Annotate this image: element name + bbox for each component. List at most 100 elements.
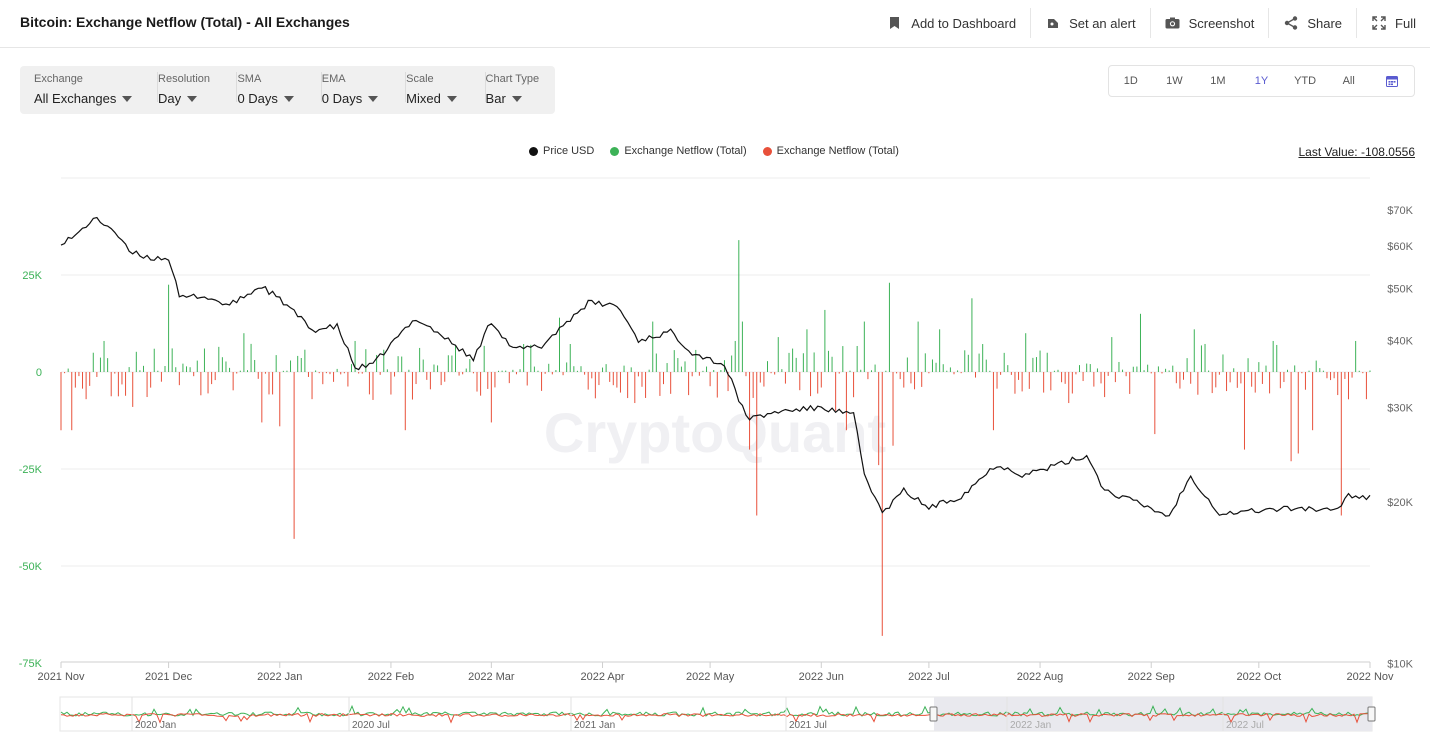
navigator-series-red <box>60 712 1370 724</box>
chevron-down-icon <box>283 95 294 102</box>
chart-controls: Exchange All Exchanges Resolution Day SM… <box>20 66 555 114</box>
navigator-label: 2021 Jan <box>574 720 615 731</box>
right-axis: $70K $60K $50K $40K $30K $20K $10K <box>1387 205 1413 670</box>
x-axis-tick: 2022 May <box>686 671 735 683</box>
right-axis-tick: $50K <box>1387 283 1413 295</box>
legend-label: Exchange Netflow (Total) <box>776 145 899 157</box>
left-axis: 25K 0 -25K -50K -75K <box>19 270 43 670</box>
sma-select[interactable]: SMA 0 Days <box>237 66 322 114</box>
chart-legend: Price USD Exchange Netflow (Total) Excha… <box>529 145 915 157</box>
set-alert-button[interactable]: Set an alert <box>1030 8 1150 38</box>
legend-dot <box>762 146 772 156</box>
last-value: Last Value: -108.0556 <box>1298 145 1415 159</box>
right-axis-tick: $40K <box>1387 335 1413 347</box>
full-button[interactable]: Full <box>1356 8 1430 38</box>
resolution-value: Day <box>158 91 182 106</box>
legend-item-netflow-negative[interactable]: Exchange Netflow (Total) <box>762 145 899 157</box>
chevron-down-icon <box>122 95 133 102</box>
x-axis-tick: 2022 Feb <box>368 671 414 683</box>
camera-icon <box>1165 15 1181 31</box>
full-label: Full <box>1395 15 1416 31</box>
legend-item-netflow-positive[interactable]: Exchange Netflow (Total) <box>610 145 747 157</box>
chevron-down-icon <box>368 95 379 102</box>
add-to-dashboard-label: Add to Dashboard <box>911 15 1017 31</box>
navigator-label: 2022 Jul <box>1226 720 1264 731</box>
chevron-down-icon <box>187 95 198 102</box>
price-line <box>60 216 1371 517</box>
range-all-button[interactable]: All <box>1342 75 1355 87</box>
share-label: Share <box>1307 15 1343 31</box>
chart-type-value: Bar <box>485 91 506 106</box>
page-title: Bitcoin: Exchange Netflow (Total) - All … <box>20 14 350 30</box>
ema-label: EMA <box>321 73 346 85</box>
range-selector: 1D 1W 1M 1Y YTD All <box>1108 65 1415 97</box>
legend-dot <box>610 146 620 156</box>
exchange-select[interactable]: Exchange All Exchanges <box>34 66 159 114</box>
legend-label: Exchange Netflow (Total) <box>624 145 747 157</box>
bell-icon <box>1045 15 1061 31</box>
share-icon <box>1283 15 1299 31</box>
chevron-down-icon <box>446 95 457 102</box>
exchange-label: Exchange <box>34 73 83 85</box>
sma-value: 0 Days <box>237 91 278 106</box>
expand-icon <box>1371 15 1387 31</box>
header-actions: Add to Dashboard Set an alert Screenshot… <box>873 0 1430 46</box>
x-axis-tick: 2022 Jan <box>257 671 302 683</box>
left-axis-tick: -50K <box>19 561 43 573</box>
x-axis-tick: 2022 Aug <box>1017 671 1064 683</box>
x-axis-tick: 2022 Jul <box>908 671 950 683</box>
x-axis-tick: 2022 Jun <box>799 671 844 683</box>
ema-value: 0 Days <box>321 91 363 106</box>
left-axis-tick: -25K <box>19 464 43 476</box>
resolution-select[interactable]: Resolution Day <box>158 66 238 114</box>
x-axis: 2021 Nov 2021 Dec 2022 Jan 2022 Feb 2022 Mar… <box>37 661 1394 683</box>
navigator-handle-right[interactable] <box>1367 706 1376 722</box>
chart-type-label: Chart Type <box>485 73 540 85</box>
left-axis-tick: 25K <box>22 270 42 282</box>
share-button[interactable]: Share <box>1268 8 1356 38</box>
bookmark-icon <box>887 15 903 31</box>
x-axis-tick: 2021 Nov <box>37 671 85 683</box>
range-1d-button[interactable]: 1D <box>1123 75 1138 87</box>
screenshot-button[interactable]: Screenshot <box>1149 8 1269 38</box>
calendar-icon <box>1386 76 1399 88</box>
x-axis-tick: 2022 Mar <box>468 671 515 683</box>
exchange-value: All Exchanges <box>34 91 117 106</box>
x-axis-tick: 2022 Sep <box>1128 671 1175 683</box>
x-axis-tick: 2021 Dec <box>145 671 193 683</box>
left-axis-tick: -75K <box>19 658 43 670</box>
calendar-button[interactable] <box>1370 75 1414 88</box>
right-axis-tick: $10K <box>1387 659 1413 671</box>
chart-type-select[interactable]: Chart Type Bar <box>486 66 555 114</box>
range-1w-button[interactable]: 1W <box>1166 75 1183 87</box>
navigator-labels: 2020 Jan 2020 Jul 2021 Jan 2021 Jul 2022 Jan… <box>131 697 1264 731</box>
left-axis-tick: 0 <box>36 367 42 379</box>
range-ytd-button[interactable]: YTD <box>1294 75 1317 87</box>
right-axis-tick: $30K <box>1387 403 1413 415</box>
header: Bitcoin: Exchange Netflow (Total) - All … <box>0 0 1430 48</box>
ema-select[interactable]: EMA 0 Days <box>321 66 407 114</box>
scale-value: Mixed <box>406 91 441 106</box>
set-alert-label: Set an alert <box>1069 15 1136 31</box>
range-1y-button[interactable]: 1Y <box>1254 75 1269 87</box>
screenshot-label: Screenshot <box>1188 15 1255 31</box>
legend-label: Price USD <box>543 145 595 157</box>
scale-label: Scale <box>406 73 434 85</box>
range-navigator[interactable]: 2020 Jan 2020 Jul 2021 Jan 2021 Jul 2022 Jan… <box>0 694 1430 734</box>
right-axis-tick: $60K <box>1387 241 1413 253</box>
navigator-label: 2022 Jan <box>1010 720 1051 731</box>
legend-item-price[interactable]: Price USD <box>529 145 594 157</box>
x-axis-tick: 2022 Apr <box>581 671 625 683</box>
right-axis-tick: $20K <box>1387 497 1413 509</box>
add-to-dashboard-button[interactable]: Add to Dashboard <box>873 8 1030 38</box>
navigator-label: 2020 Jul <box>352 720 390 731</box>
scale-select[interactable]: Scale Mixed <box>406 66 486 114</box>
sma-label: SMA <box>237 73 262 85</box>
right-axis-tick: $70K <box>1387 205 1413 217</box>
legend-dot <box>529 146 538 156</box>
navigator-handle-left[interactable] <box>929 706 938 722</box>
range-1m-button[interactable]: 1M <box>1210 75 1226 87</box>
navigator-label: 2021 Jul <box>789 720 827 731</box>
resolution-label: Resolution <box>158 73 211 85</box>
